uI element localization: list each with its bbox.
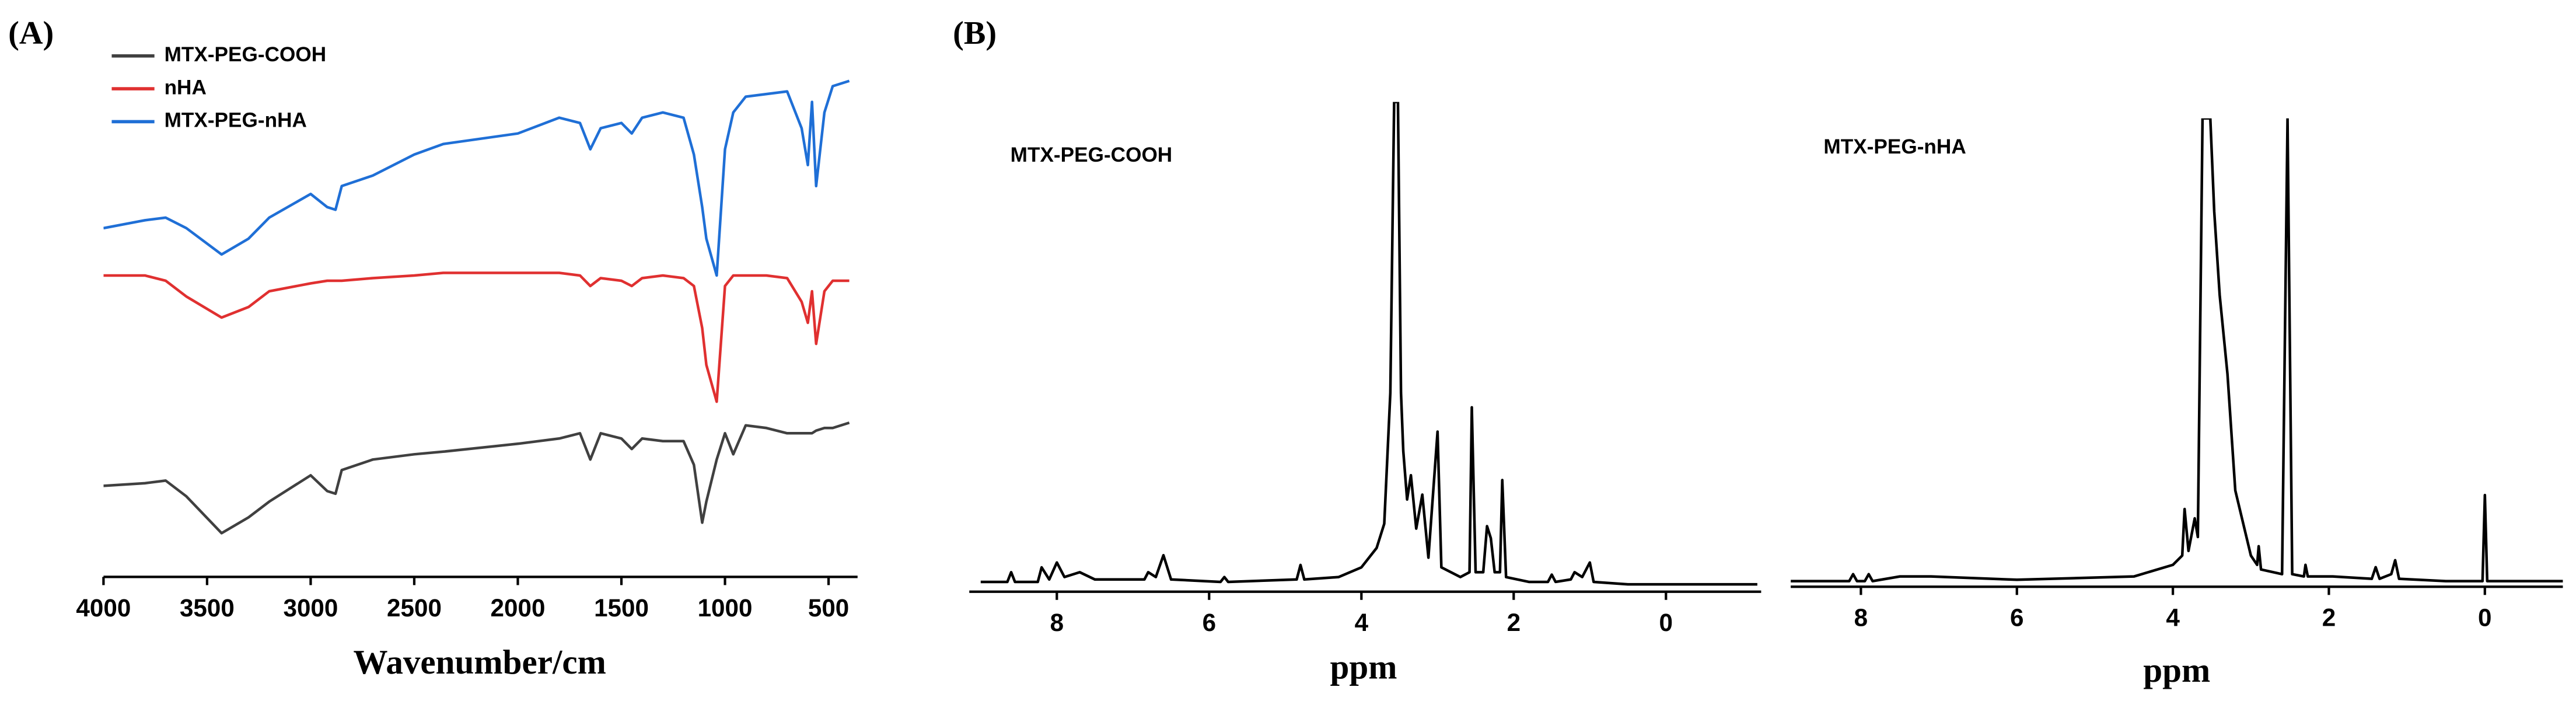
legend-label: MTX-PEG-nHA <box>165 109 307 132</box>
x-tick-label: 4 <box>2166 604 2180 632</box>
legend-label: nHA <box>165 76 207 99</box>
x-tick-label: 4 <box>1355 609 1369 636</box>
spectrum-line <box>103 421 850 535</box>
x-tick-label: 1000 <box>698 594 753 622</box>
x-tick-label: 2 <box>1507 609 1521 636</box>
legend-label: MTX-PEG-COOH <box>165 43 327 66</box>
x-tick-label: 0 <box>1659 609 1673 636</box>
x-tick-label: 8 <box>1050 609 1064 636</box>
x-axis-title: ppm <box>2143 651 2210 689</box>
x-tick-label: 6 <box>2010 604 2023 632</box>
panel-label: (B) <box>953 15 997 51</box>
x-tick-label: 3500 <box>180 594 235 622</box>
x-tick-label: 4000 <box>76 594 131 622</box>
x-tick-label: 8 <box>1854 604 1868 632</box>
annotation: MTX-PEG-nHA <box>1823 135 1966 158</box>
x-axis-title: Wavenumber/cm <box>353 643 606 681</box>
spectrum-line <box>980 102 1757 586</box>
x-axis-title: ppm <box>1330 647 1397 686</box>
x-tick-label: 3000 <box>283 594 338 622</box>
x-tick-label: 1500 <box>594 594 649 622</box>
spectrum-line <box>103 79 850 277</box>
panel-label: (A) <box>8 15 54 51</box>
spectrum-line <box>1791 118 2563 583</box>
x-tick-label: 500 <box>808 594 849 622</box>
x-tick-label: 2 <box>2322 604 2336 632</box>
x-tick-label: 2000 <box>491 594 546 622</box>
annotation: MTX-PEG-COOH <box>1011 144 1173 166</box>
x-tick-label: 0 <box>2478 604 2491 632</box>
x-tick-label: 2500 <box>387 594 442 622</box>
x-tick-label: 6 <box>1203 609 1216 636</box>
spectrum-line <box>103 271 850 403</box>
